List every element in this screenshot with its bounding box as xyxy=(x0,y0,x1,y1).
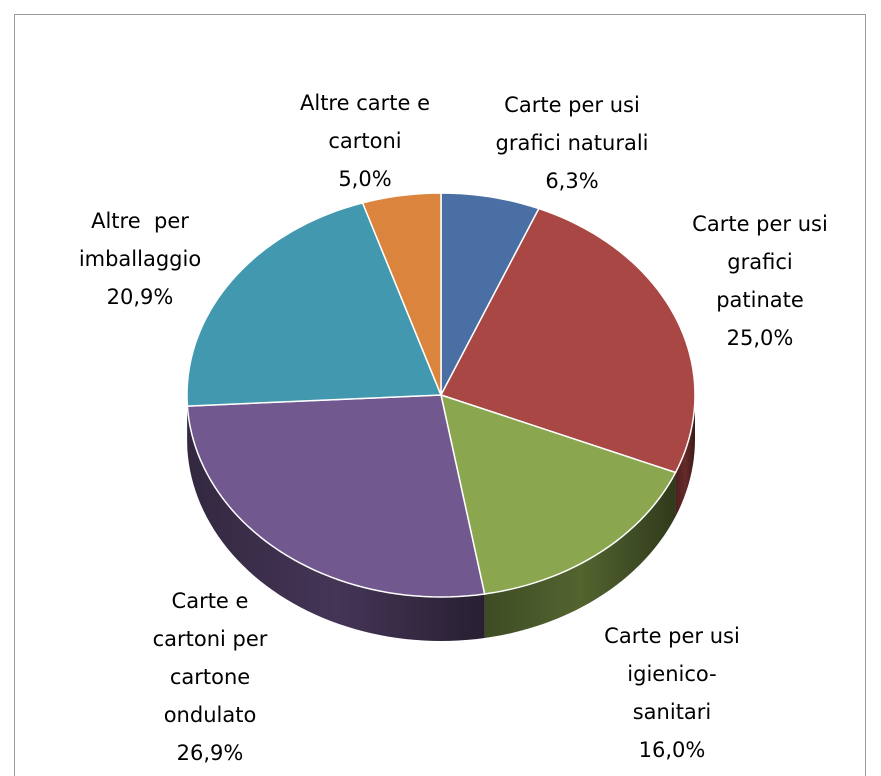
pie-slice xyxy=(186,394,486,598)
pie-slice xyxy=(186,202,442,407)
pie-slice xyxy=(440,207,696,474)
slice-label: Altre carte e cartoni 5,0% xyxy=(275,84,455,198)
pie-slice xyxy=(440,394,677,595)
category-name: Carte per usi grafici naturali xyxy=(495,93,649,155)
category-name: Altre carte e cartoni xyxy=(300,91,430,153)
slice-label: Altre per imballaggio 20,9% xyxy=(55,202,225,316)
value-label: 25,0% xyxy=(726,326,794,350)
slice-label: Carte per usi grafici patinate 25,0% xyxy=(670,205,850,357)
category-name: Altre per imballaggio xyxy=(78,209,202,271)
slice-label: Carte e cartoni per cartone ondulato 26,9… xyxy=(125,582,295,772)
pie-slice xyxy=(361,192,442,396)
category-name: Carte per usi grafici patinate xyxy=(692,212,828,312)
chart-frame xyxy=(14,14,866,776)
category-name: Carte per usi igienico- sanitari xyxy=(604,624,740,724)
slice-label: Carte per usi igienico- sanitari 16,0% xyxy=(577,617,767,769)
value-label: 6,3% xyxy=(545,169,599,193)
value-label: 26,9% xyxy=(176,741,244,765)
pie-side xyxy=(675,395,695,517)
value-label: 16,0% xyxy=(638,738,706,762)
pie-side xyxy=(187,406,485,641)
pie-side xyxy=(484,472,676,638)
value-label: 20,9% xyxy=(106,285,174,309)
category-name: Carte e cartoni per cartone ondulato xyxy=(152,589,268,727)
pie-slice xyxy=(440,192,540,396)
slice-label: Carte per usi grafici naturali 6,3% xyxy=(477,86,667,200)
value-label: 5,0% xyxy=(338,167,392,191)
